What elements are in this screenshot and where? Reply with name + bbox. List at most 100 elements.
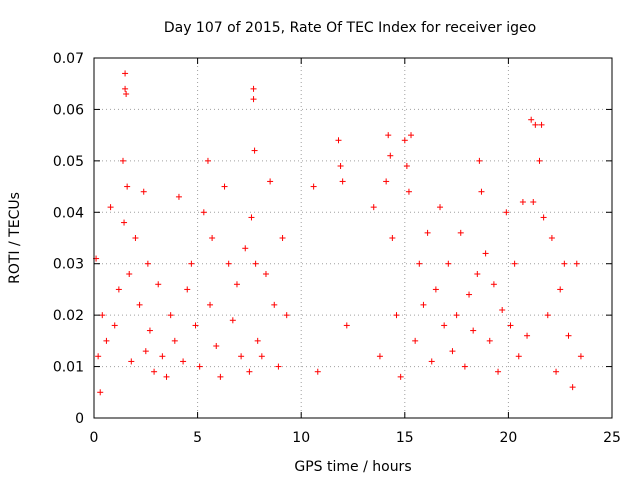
data-point (184, 286, 191, 293)
data-point (420, 301, 427, 308)
data-point (461, 363, 468, 370)
data-point (279, 235, 286, 241)
data-point (577, 353, 584, 360)
data-point (486, 337, 493, 344)
data-point (482, 250, 489, 257)
data-point (250, 85, 257, 92)
data-point (258, 353, 265, 360)
data-point (474, 271, 481, 277)
data-point (142, 348, 149, 355)
data-point (200, 209, 207, 216)
data-point (192, 322, 199, 329)
data-point (204, 157, 211, 164)
data-point (115, 286, 122, 293)
data-point (242, 245, 249, 252)
data-point (213, 343, 220, 349)
data-point (495, 368, 502, 375)
data-point (310, 183, 317, 190)
data-point (171, 337, 178, 344)
x-tick-label: 25 (603, 430, 621, 446)
grid-lines (94, 58, 612, 418)
data-point (515, 353, 522, 360)
data-point (387, 152, 394, 159)
data-point (254, 337, 261, 344)
y-tick-label: 0.04 (53, 205, 84, 221)
data-point (163, 373, 170, 380)
data-point (175, 193, 182, 200)
data-point (405, 188, 412, 195)
data-point (246, 368, 253, 375)
data-point (370, 204, 377, 211)
plot-frame (93, 57, 613, 419)
data-point (283, 312, 290, 319)
data-point (229, 317, 236, 324)
axis-ticks: 0 5 10 15 20 25 0 0.01 0.02 0.03 0.04 0.05 0.06 0.07 (53, 51, 621, 446)
data-point (553, 368, 560, 375)
data-point (132, 235, 139, 241)
data-point (453, 312, 460, 319)
y-tick-label: 0.05 (53, 154, 84, 170)
data-point (530, 199, 537, 205)
data-point (111, 322, 118, 329)
data-point (128, 358, 135, 365)
data-point (470, 327, 477, 334)
data-point (271, 301, 278, 308)
data-point (196, 363, 203, 370)
data-point (528, 116, 535, 123)
data-point (466, 291, 473, 298)
data-point (233, 281, 240, 288)
x-tick-label: 5 (193, 430, 202, 446)
data-point (437, 204, 444, 211)
data-point (275, 363, 282, 370)
data-point (209, 235, 216, 241)
x-tick-label: 20 (499, 430, 517, 446)
data-point (428, 358, 435, 365)
y-tick-label: 0.03 (53, 257, 84, 273)
data-point (393, 312, 400, 319)
data-point (126, 271, 133, 277)
data-point (95, 353, 102, 360)
data-point (99, 312, 106, 319)
data-point (262, 271, 269, 277)
y-tick-label: 0.06 (53, 102, 84, 118)
data-point (536, 157, 543, 164)
data-point (383, 178, 390, 185)
data-point (123, 91, 130, 97)
data-point (540, 214, 547, 221)
data-point (248, 214, 255, 221)
data-point (250, 96, 257, 103)
data-point (503, 209, 510, 216)
data-point (490, 281, 497, 288)
data-point (136, 301, 143, 308)
data-point (122, 70, 129, 77)
data-point (424, 229, 431, 236)
data-point (544, 312, 551, 319)
y-tick-label: 0.01 (53, 360, 84, 376)
data-point (335, 137, 342, 144)
data-point (225, 260, 232, 267)
data-point (524, 332, 531, 339)
data-point (397, 373, 404, 380)
data-point (416, 260, 423, 267)
data-point (155, 281, 162, 288)
data-point (337, 163, 344, 169)
data-point (251, 147, 258, 154)
data-points (93, 70, 584, 396)
data-point (401, 137, 408, 144)
data-point (432, 286, 439, 293)
x-tick-label: 0 (90, 430, 99, 446)
chart-title: Day 107 of 2015, Rate Of TEC Index for r… (164, 20, 536, 36)
data-point (441, 322, 448, 329)
data-point (476, 157, 483, 164)
data-point (180, 358, 187, 365)
data-point (569, 384, 576, 391)
data-point (107, 204, 114, 211)
data-point (478, 188, 485, 195)
data-point (538, 121, 545, 128)
data-point (565, 332, 572, 339)
data-point (339, 178, 346, 185)
data-point (499, 307, 506, 313)
data-point (144, 260, 151, 267)
data-point (561, 260, 568, 267)
